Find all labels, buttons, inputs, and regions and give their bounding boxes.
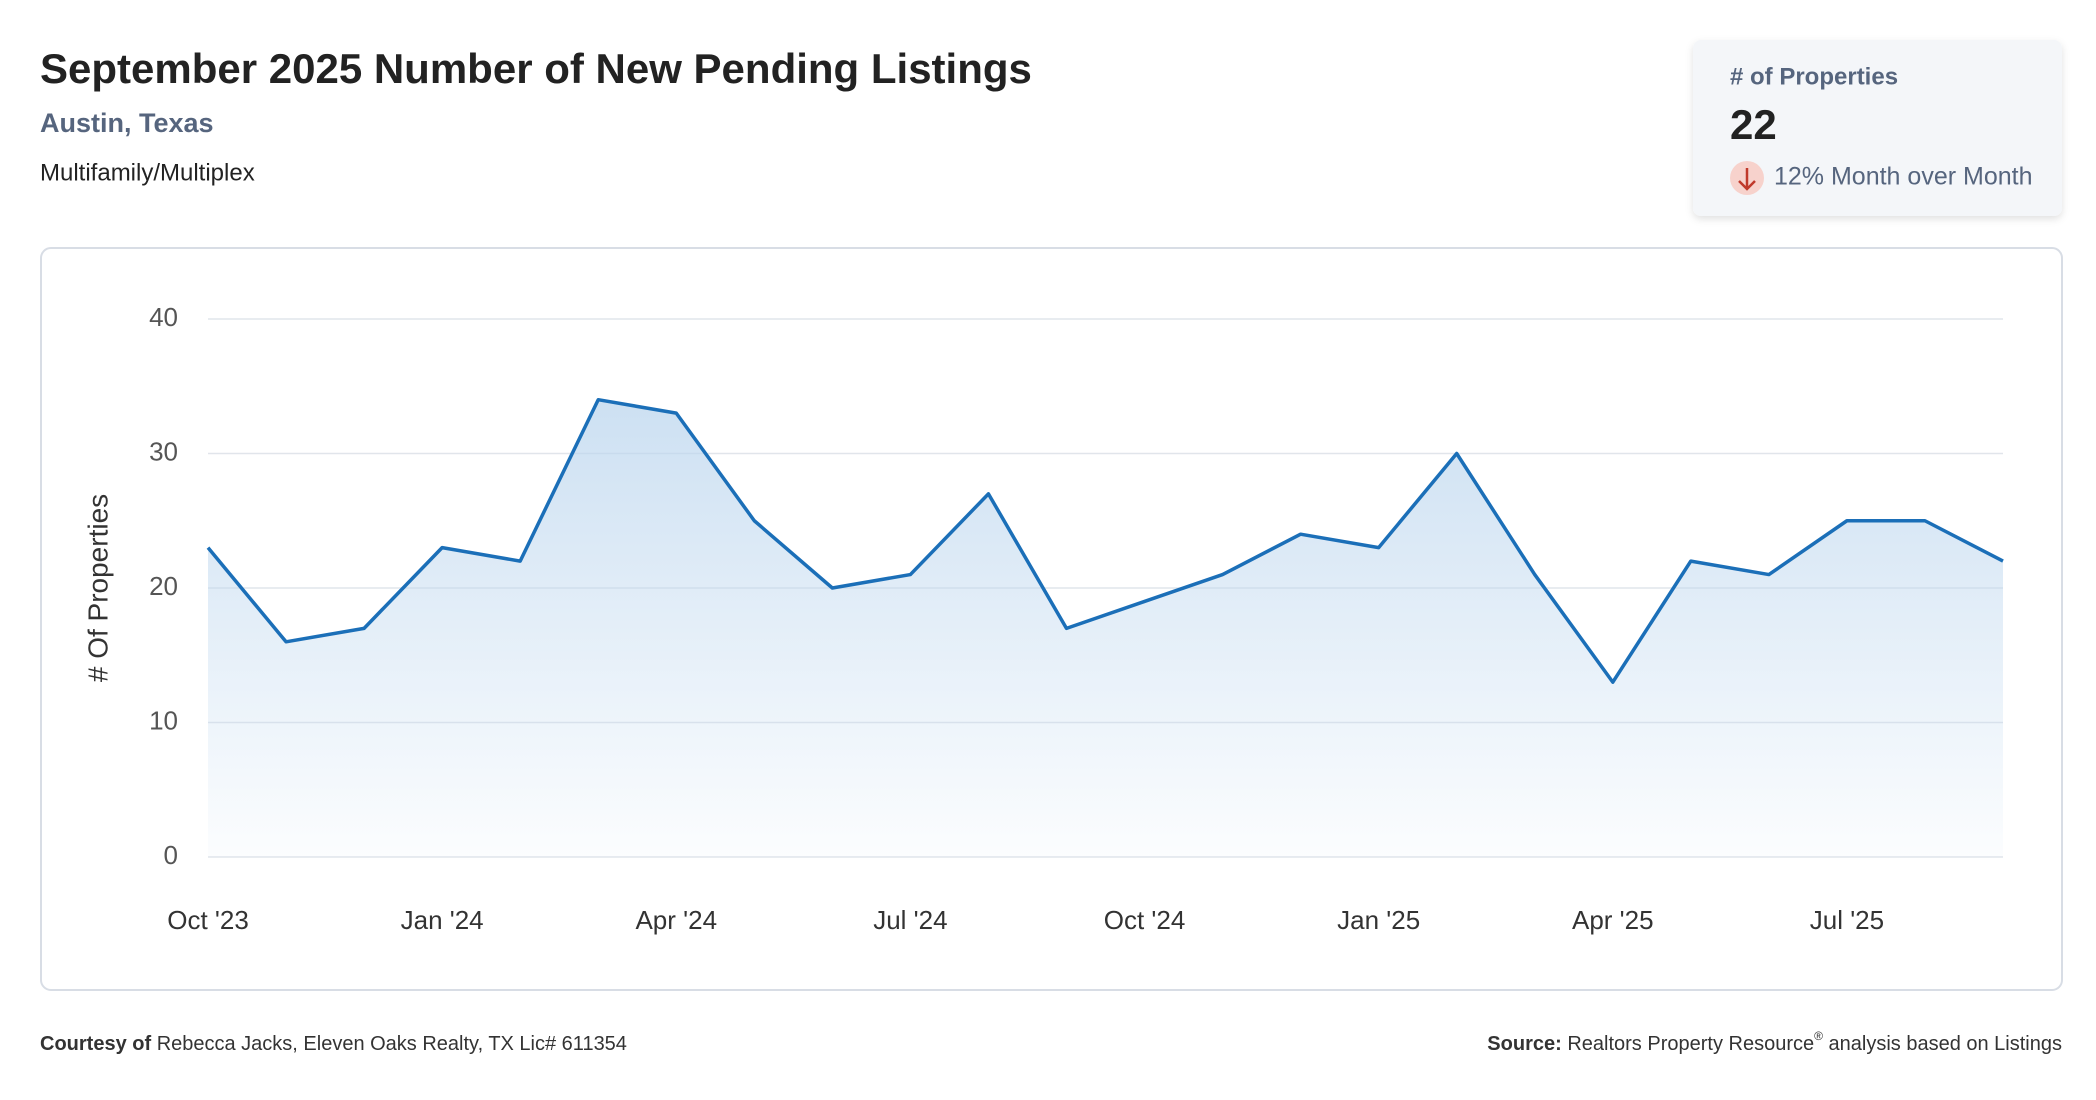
x-tick-label: Oct '23	[167, 905, 249, 935]
y-tick-label: 30	[149, 436, 178, 466]
y-tick-label: 40	[149, 302, 178, 332]
x-tick-label: Jan '25	[1337, 905, 1420, 935]
plot: 0 10 20 30 40 Oct '23 Jan '24 Apr '24 Jul '24 Oct…	[149, 302, 2004, 935]
source-rest: analysis based on Listings	[1823, 1033, 2062, 1055]
property-type: Multifamily/Multiplex	[40, 159, 255, 186]
area	[208, 399, 2003, 857]
y-tick-label: 0	[164, 840, 178, 870]
y-axis-title: # Of Properties	[82, 494, 113, 682]
courtesy: Courtesy of Rebecca Jacks, Eleven Oaks R…	[40, 1033, 627, 1055]
kpi-card	[1693, 40, 2062, 216]
x-tick-label: Apr '25	[1572, 905, 1654, 935]
y-tick-label: 20	[149, 571, 178, 601]
kpi-label: # of Properties	[1730, 63, 1898, 90]
source-mark: ®	[1814, 1029, 1823, 1043]
x-tick-label: Jul '24	[873, 905, 947, 935]
kpi-change: 12% Month over Month	[1774, 163, 2032, 191]
kpi-value: 22	[1730, 101, 1777, 148]
x-tick-label: Apr '24	[635, 905, 717, 935]
x-tick-label: Jan '24	[401, 905, 484, 935]
x-tick-label: Jul '25	[1810, 905, 1884, 935]
line	[206, 397, 2004, 684]
source-text: Realtors Property Resource	[1567, 1033, 1814, 1055]
down-arrow	[1738, 168, 1756, 191]
source: Source: Realtors Property Resource® anal…	[1487, 1029, 2062, 1055]
x-tick-label: Oct '24	[1104, 905, 1186, 935]
title: September 2025 Number of New Pending Lis…	[40, 45, 1032, 92]
location: Austin, Texas	[40, 108, 214, 138]
courtesy-text: Rebecca Jacks, Eleven Oaks Realty, TX Li…	[157, 1033, 627, 1055]
source-label: Source:	[1487, 1033, 1561, 1055]
courtesy-label: Courtesy of	[40, 1033, 151, 1055]
y-tick-label: 10	[149, 705, 178, 735]
